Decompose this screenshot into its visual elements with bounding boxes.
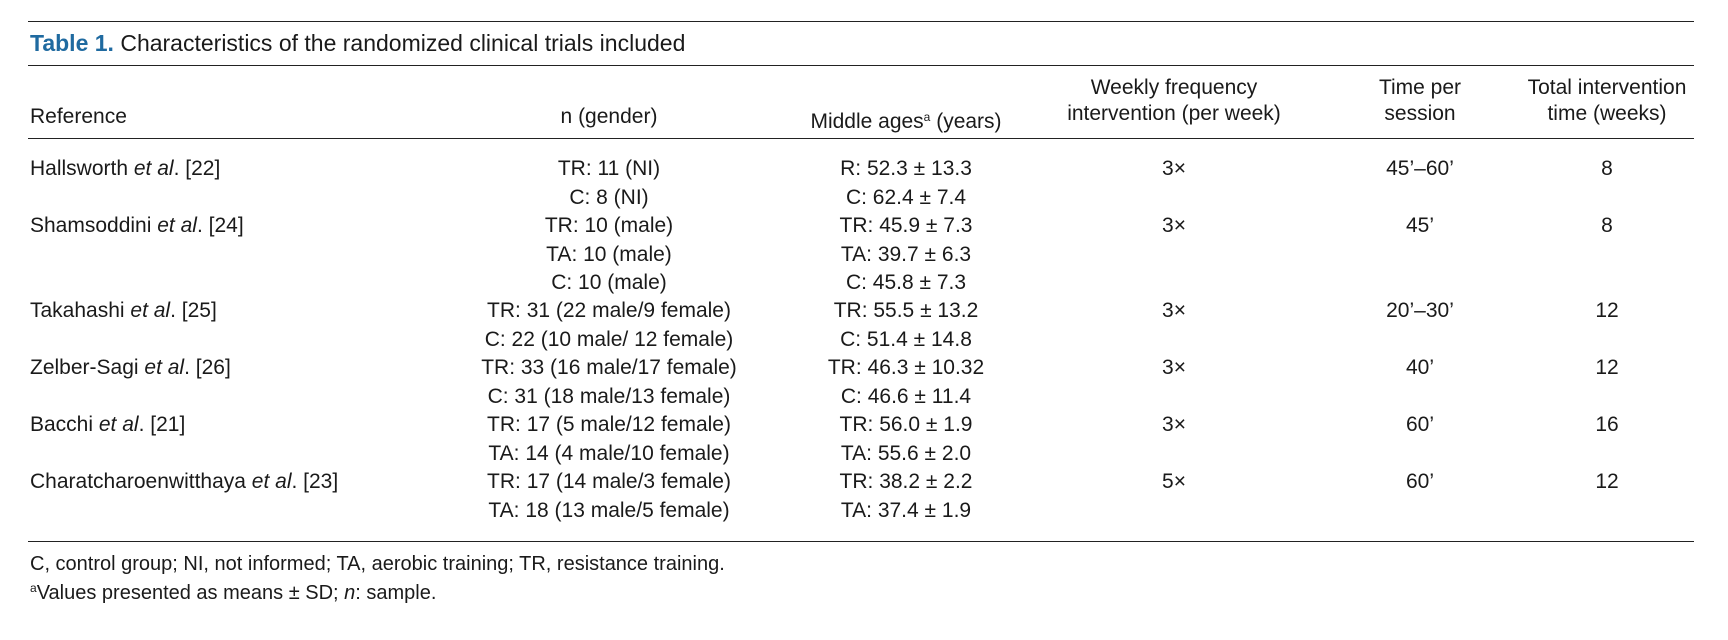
footnote-values: aValues presented as means ± SD; n: samp…	[30, 581, 437, 604]
weekly-frequency-cell: 3×	[1162, 157, 1186, 180]
caption-rule	[28, 65, 1694, 66]
time-per-session-cell: 60’	[1405, 470, 1435, 493]
table-label: Table 1.	[30, 30, 114, 56]
total-time-cell: 16	[1595, 413, 1619, 436]
table-title: Characteristics of the randomized clinic…	[120, 30, 686, 56]
weekly-frequency-cell: 3×	[1162, 356, 1186, 379]
header-reference: Reference	[30, 105, 127, 128]
n-gender-cell: TR: 33 (16 male/17 female) C: 31 (18 male…	[481, 356, 737, 408]
total-time-cell: 8	[1601, 157, 1613, 180]
time-per-session-cell: 60’	[1405, 413, 1435, 436]
time-per-session-cell: 20’–30’	[1386, 299, 1454, 322]
time-per-session-cell: 45’–60’	[1386, 157, 1454, 180]
header-total-intervention-time: Total intervention time (weeks)	[1527, 76, 1687, 125]
top-rule	[28, 21, 1694, 22]
n-gender-cell: TR: 10 (male) TA: 10 (male) C: 10 (male)	[544, 214, 674, 294]
total-time-cell: 12	[1595, 470, 1619, 493]
header-time-per-session: Time per session	[1378, 76, 1462, 125]
middle-ages-cell: TR: 46.3 ± 10.32 C: 46.6 ± 11.4	[827, 356, 985, 408]
reference-cell: Takahashi et al. [25]	[30, 299, 217, 322]
reference-cell: Zelber-Sagi et al. [26]	[30, 356, 231, 379]
middle-ages-cell: TR: 38.2 ± 2.2 TA: 37.4 ± 1.9	[839, 470, 973, 522]
weekly-frequency-cell: 3×	[1162, 299, 1186, 322]
reference-cell: Bacchi et al. [21]	[30, 413, 186, 436]
reference-cell: Hallsworth et al. [22]	[30, 157, 221, 180]
middle-ages-cell: TR: 45.9 ± 7.3 TA: 39.7 ± 6.3 C: 45.8 ± 7.…	[839, 214, 973, 294]
time-per-session-cell: 40’	[1405, 356, 1435, 379]
middle-ages-cell: TR: 56.0 ± 1.9 TA: 55.6 ± 2.0	[839, 413, 973, 465]
header-n-gender: n (gender)	[560, 105, 658, 128]
total-time-cell: 12	[1595, 356, 1619, 379]
time-per-session-cell: 45’	[1405, 214, 1435, 237]
weekly-frequency-cell: 5×	[1162, 470, 1186, 493]
middle-ages-cell: TR: 55.5 ± 13.2 C: 51.4 ± 14.8	[833, 299, 979, 351]
middle-ages-cell: R: 52.3 ± 13.3 C: 62.4 ± 7.4	[840, 157, 972, 209]
n-gender-cell: TR: 11 (NI) C: 8 (NI)	[557, 157, 661, 209]
n-gender-cell: TR: 17 (14 male/3 female) TA: 18 (13 male…	[487, 470, 731, 522]
reference-cell: Shamsoddini et al. [24]	[30, 214, 244, 237]
header-rule	[28, 138, 1694, 139]
total-time-cell: 12	[1595, 299, 1619, 322]
n-gender-cell: TR: 31 (22 male/9 female) C: 22 (10 male/…	[484, 299, 734, 351]
header-middle-ages: Middle agesa (years)	[810, 110, 1002, 133]
weekly-frequency-cell: 3×	[1162, 413, 1186, 436]
n-gender-cell: TR: 17 (5 male/12 female) TA: 14 (4 male/…	[487, 413, 731, 465]
weekly-frequency-cell: 3×	[1162, 214, 1186, 237]
bottom-rule	[28, 541, 1694, 542]
total-time-cell: 8	[1601, 214, 1613, 237]
reference-cell: Charatcharoenwitthaya et al. [23]	[30, 470, 339, 493]
table-caption: Table 1. Characteristics of the randomiz…	[30, 30, 685, 57]
footnote-abbreviations: C, control group; NI, not informed; TA, …	[30, 553, 725, 575]
header-weekly-frequency: Weekly frequency intervention (per week)	[1067, 76, 1281, 125]
